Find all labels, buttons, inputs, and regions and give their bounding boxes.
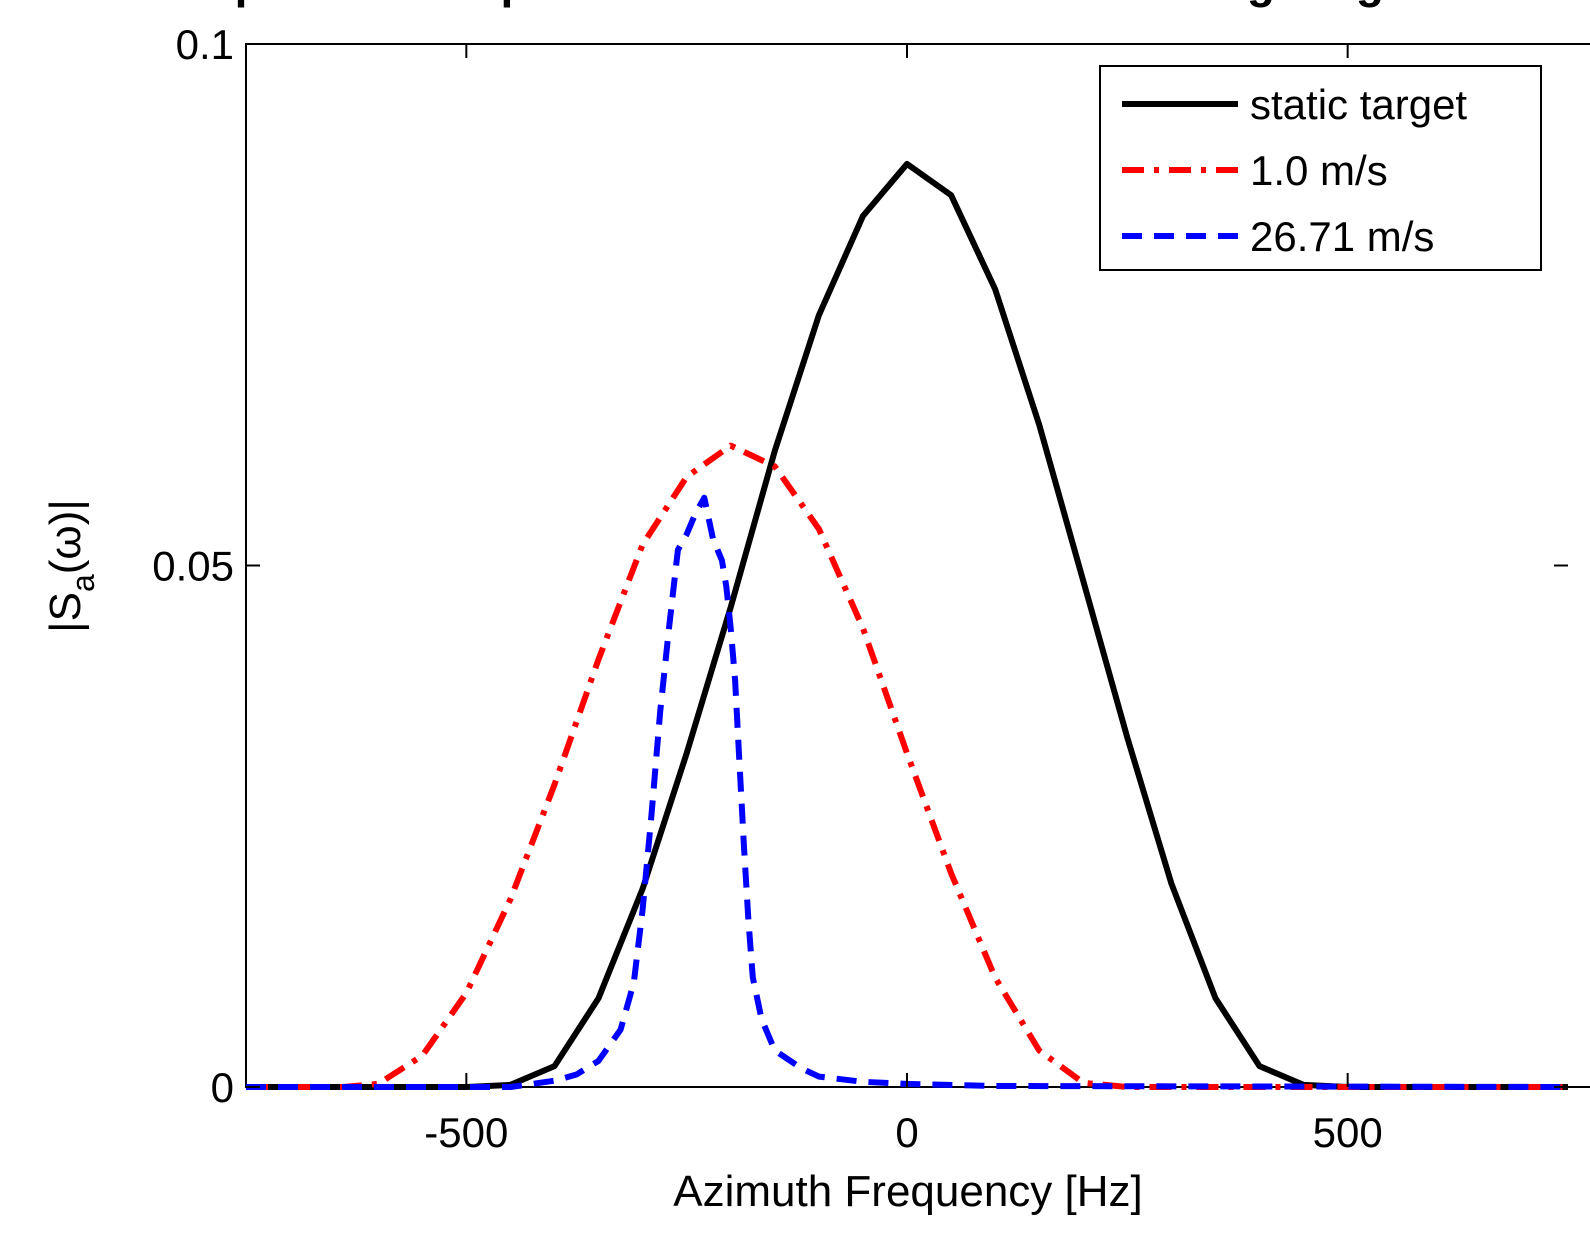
x-tick-label: -500 bbox=[424, 1109, 508, 1156]
x-axis-label: Azimuth Frequency [Hz] bbox=[673, 1167, 1143, 1216]
y-axis-label-main: |S bbox=[41, 592, 90, 633]
ticks-layer: -500 0 500 0 0.05 0.1 bbox=[152, 21, 1568, 1156]
series-layer bbox=[246, 160, 1569, 1090]
series-line-1-0-m-s bbox=[246, 442, 1568, 1090]
legend-label: static target bbox=[1250, 81, 1467, 128]
y-axis-label-sub: a bbox=[65, 574, 101, 592]
legend-label: 1.0 m/s bbox=[1250, 147, 1388, 194]
y-tick-label: 0.05 bbox=[152, 543, 234, 590]
x-tick-label: 0 bbox=[895, 1109, 918, 1156]
series-line-26-71-m-s bbox=[246, 494, 1569, 1090]
y-axis-label-tail: (ω)| bbox=[41, 499, 90, 574]
y-tick-label: 0.1 bbox=[176, 21, 234, 68]
legend-label: 26.71 m/s bbox=[1250, 213, 1434, 260]
legend: static target 1.0 m/s 26.71 m/s bbox=[1099, 65, 1542, 271]
y-axis-label: |Sa(ω)| bbox=[41, 499, 101, 633]
y-tick-label: 0 bbox=[211, 1064, 234, 1111]
x-tick-label: 500 bbox=[1313, 1109, 1383, 1156]
series-line-static-target bbox=[246, 160, 1568, 1090]
chart-title: Spectral Comparison Between Static and M… bbox=[204, 0, 1451, 8]
